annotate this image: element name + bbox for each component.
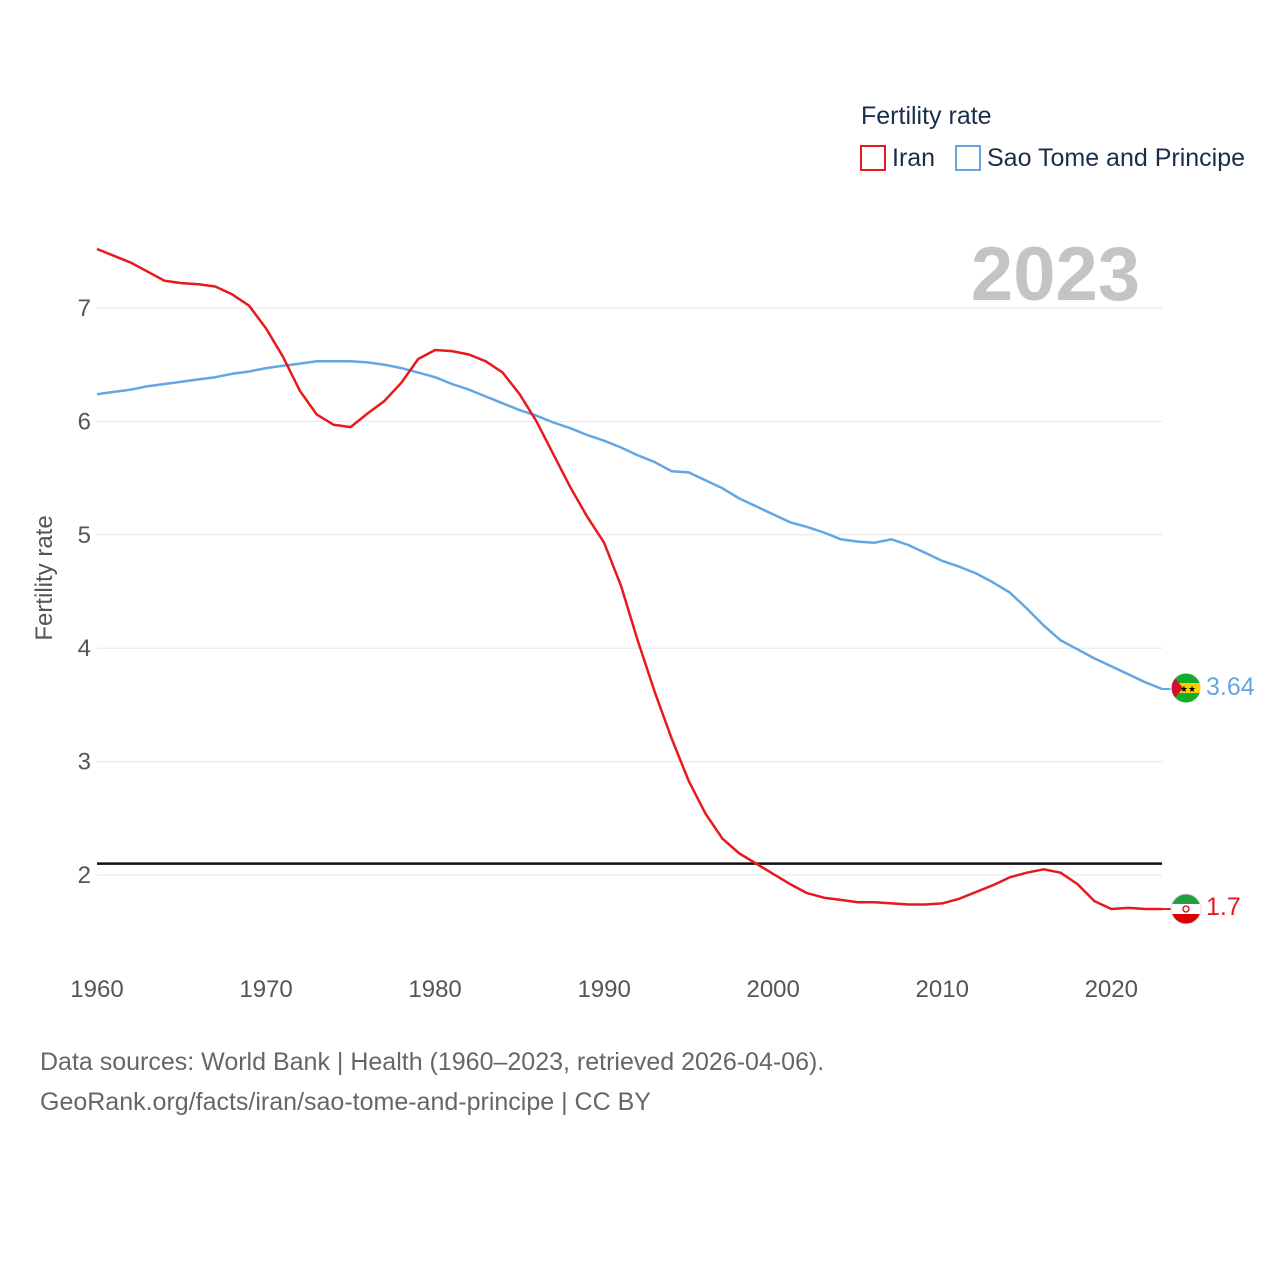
x-tick-label: 1970 bbox=[239, 976, 292, 1003]
y-tick-label: 7 bbox=[78, 295, 91, 322]
x-tick-label: 1960 bbox=[70, 976, 123, 1003]
x-tick-label: 2010 bbox=[916, 976, 969, 1003]
end-label-sao-tome: 3.64 bbox=[1206, 673, 1255, 701]
y-tick-label: 4 bbox=[78, 635, 91, 662]
gridlines bbox=[97, 307, 1162, 876]
year-label: 2023 bbox=[971, 232, 1140, 317]
iran-flag-icon bbox=[1170, 893, 1202, 925]
sao-tome-and-principe-flag-icon: ★★ bbox=[1170, 672, 1202, 704]
legend-label-sao-tome: Sao Tome and Principe bbox=[987, 144, 1245, 172]
legend-swatch-iran bbox=[860, 145, 886, 171]
y-tick-label: 3 bbox=[78, 749, 91, 776]
y-tick-label: 2 bbox=[78, 862, 91, 889]
svg-text:★★: ★★ bbox=[1180, 684, 1196, 694]
data-source-note: Data sources: World Bank | Health (1960–… bbox=[40, 1042, 824, 1122]
y-tick-label: 5 bbox=[78, 522, 91, 549]
legend-title: Fertility rate bbox=[861, 102, 992, 130]
legend-label-iran: Iran bbox=[892, 144, 935, 172]
series-line-sao-tome-and-principe bbox=[96, 360, 1163, 691]
legend-swatch-sao-tome bbox=[955, 145, 981, 171]
legend: Fertility rate Iran Sao Tome and Princip… bbox=[860, 102, 1245, 172]
y-axis-ticks: 2 3 4 5 6 7 bbox=[78, 295, 91, 889]
series-lines bbox=[96, 247, 1171, 911]
y-axis-title: Fertility rate bbox=[31, 515, 58, 640]
source-line-1: Data sources: World Bank | Health (1960–… bbox=[40, 1048, 825, 1076]
end-label-iran: 1.7 bbox=[1206, 893, 1241, 921]
source-line-2: GeoRank.org/facts/iran/sao-tome-and-prin… bbox=[40, 1088, 651, 1116]
series-line-iran bbox=[96, 247, 1162, 911]
x-axis-ticks: 1960 1970 1980 1990 2000 2010 2020 bbox=[70, 976, 1138, 1003]
y-tick-label: 6 bbox=[78, 408, 91, 435]
x-tick-label: 2020 bbox=[1085, 976, 1138, 1003]
x-tick-label: 1990 bbox=[577, 976, 630, 1003]
x-tick-label: 1980 bbox=[408, 976, 461, 1003]
x-tick-label: 2000 bbox=[746, 976, 799, 1003]
fertility-rate-chart: 2 3 4 5 6 7 1960 1970 1980 1990 2000 2010 2020 Fert… bbox=[31, 102, 1255, 1003]
